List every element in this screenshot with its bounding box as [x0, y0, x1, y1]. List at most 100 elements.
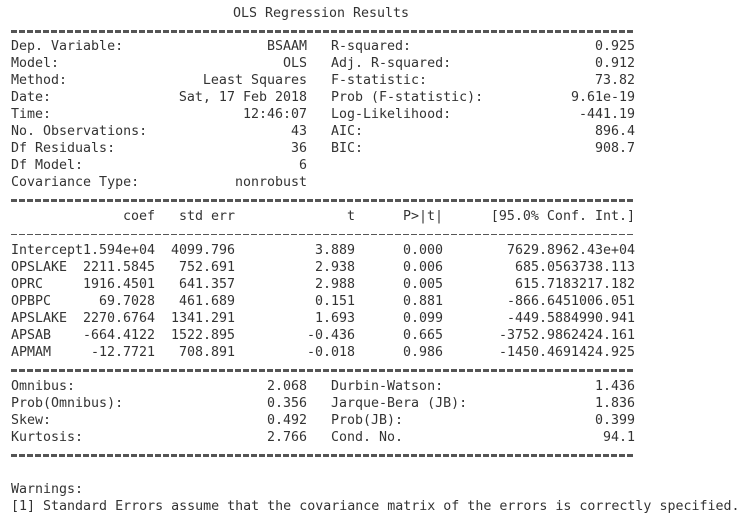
cell: 1.594e+04: [82, 243, 155, 258]
value: 12:46:07: [242, 107, 307, 122]
title: OLS Regression Results: [232, 6, 410, 21]
cell: 69.7028: [98, 294, 155, 309]
label: Jarque-Bera (JB):: [331, 396, 468, 411]
cell: 685.056: [514, 260, 571, 275]
label: Time:: [11, 107, 52, 122]
cell: 2270.6764: [82, 311, 155, 326]
value: 908.7: [594, 141, 635, 156]
double-rule: [11, 369, 635, 372]
cell: -1450.469: [498, 345, 571, 360]
value: 1.436: [594, 379, 635, 394]
column-header: t: [346, 209, 355, 224]
label: Log-Likelihood:: [331, 107, 452, 122]
label: Prob(Omnibus):: [11, 396, 124, 411]
cell: 1522.895: [170, 328, 235, 343]
label: Kurtosis:: [11, 430, 84, 445]
label: BIC:: [331, 141, 364, 156]
value: 43: [290, 124, 307, 139]
row-name: APMAM: [11, 345, 52, 360]
cell: 461.689: [178, 294, 235, 309]
cell: 3738.113: [570, 260, 635, 275]
label: Date:: [11, 90, 52, 105]
column-header: [95.0% Conf. Int.]: [490, 209, 635, 224]
value: 36: [290, 141, 307, 156]
dashed-rule: [11, 234, 635, 235]
cell: -0.018: [306, 345, 355, 360]
double-rule: [11, 30, 635, 33]
cell: 1916.4501: [82, 277, 155, 292]
label: Cond. No.: [331, 430, 404, 445]
value: 0.912: [594, 56, 635, 71]
cell: 1.693: [314, 311, 355, 326]
value: 896.4: [594, 124, 635, 139]
value: 0.399: [594, 413, 635, 428]
value: BSAAM: [266, 39, 307, 54]
cell: -866.645: [506, 294, 571, 309]
cell: 0.000: [402, 243, 443, 258]
label: Covariance Type:: [11, 175, 140, 190]
cell: 615.718: [514, 277, 571, 292]
cell: 2.988: [314, 277, 355, 292]
cell: 708.891: [178, 345, 235, 360]
value: 0.925: [594, 39, 635, 54]
cell: 0.986: [402, 345, 443, 360]
label: Prob (F-statistic):: [331, 90, 484, 105]
value: 2.766: [266, 430, 307, 445]
label: Skew:: [11, 413, 52, 428]
value: 9.61e-19: [570, 90, 635, 105]
cell: 1424.925: [570, 345, 635, 360]
label: Prob(JB):: [331, 413, 404, 428]
cell: -12.7721: [90, 345, 155, 360]
double-rule: [11, 199, 635, 202]
cell: -3752.986: [498, 328, 571, 343]
row-name: APSAB: [11, 328, 52, 343]
cell: 0.099: [402, 311, 443, 326]
column-header: std err: [178, 209, 235, 224]
row-name: OPSLAKE: [11, 260, 68, 275]
value: Least Squares: [202, 73, 307, 88]
label: R-squared:: [331, 39, 412, 54]
value: OLS: [282, 56, 307, 71]
label: Df Residuals:: [11, 141, 116, 156]
row-name: APSLAKE: [11, 311, 68, 326]
label: Durbin-Watson:: [331, 379, 444, 394]
double-rule: [11, 454, 635, 457]
label: AIC:: [331, 124, 364, 139]
column-header: coef: [122, 209, 155, 224]
label: No. Observations:: [11, 124, 148, 139]
cell: 0.006: [402, 260, 443, 275]
row-name: OPBPC: [11, 294, 52, 309]
value: 73.82: [594, 73, 635, 88]
cell: 7629.896: [506, 243, 571, 258]
label: Model:: [11, 56, 60, 71]
cell: 2.43e+04: [570, 243, 635, 258]
row-name: Intercept: [11, 243, 84, 258]
cell: -449.588: [506, 311, 571, 326]
cell: 641.357: [178, 277, 235, 292]
value: 94.1: [602, 430, 635, 445]
cell: 2.938: [314, 260, 355, 275]
cell: 4099.796: [170, 243, 235, 258]
value: nonrobust: [234, 175, 307, 190]
column-header: P>|t|: [402, 209, 443, 224]
row-name: OPRC: [11, 277, 44, 292]
cell: -0.436: [306, 328, 355, 343]
cell: 752.691: [178, 260, 235, 275]
cell: 2211.5845: [82, 260, 155, 275]
value: 0.356: [266, 396, 307, 411]
cell: 2424.161: [570, 328, 635, 343]
cell: 1341.291: [170, 311, 235, 326]
label: Df Model:: [11, 158, 84, 173]
cell: -664.4122: [82, 328, 155, 343]
value: 1.836: [594, 396, 635, 411]
value: 6: [298, 158, 307, 173]
value: Sat, 17 Feb 2018: [178, 90, 307, 105]
label: Dep. Variable:: [11, 39, 124, 54]
label: F-statistic:: [331, 73, 428, 88]
cell: 3.889: [314, 243, 355, 258]
value: 2.068: [266, 379, 307, 394]
cell: 0.005: [402, 277, 443, 292]
label: Method:: [11, 73, 68, 88]
label: Adj. R-squared:: [331, 56, 452, 71]
cell: 3217.182: [570, 277, 635, 292]
